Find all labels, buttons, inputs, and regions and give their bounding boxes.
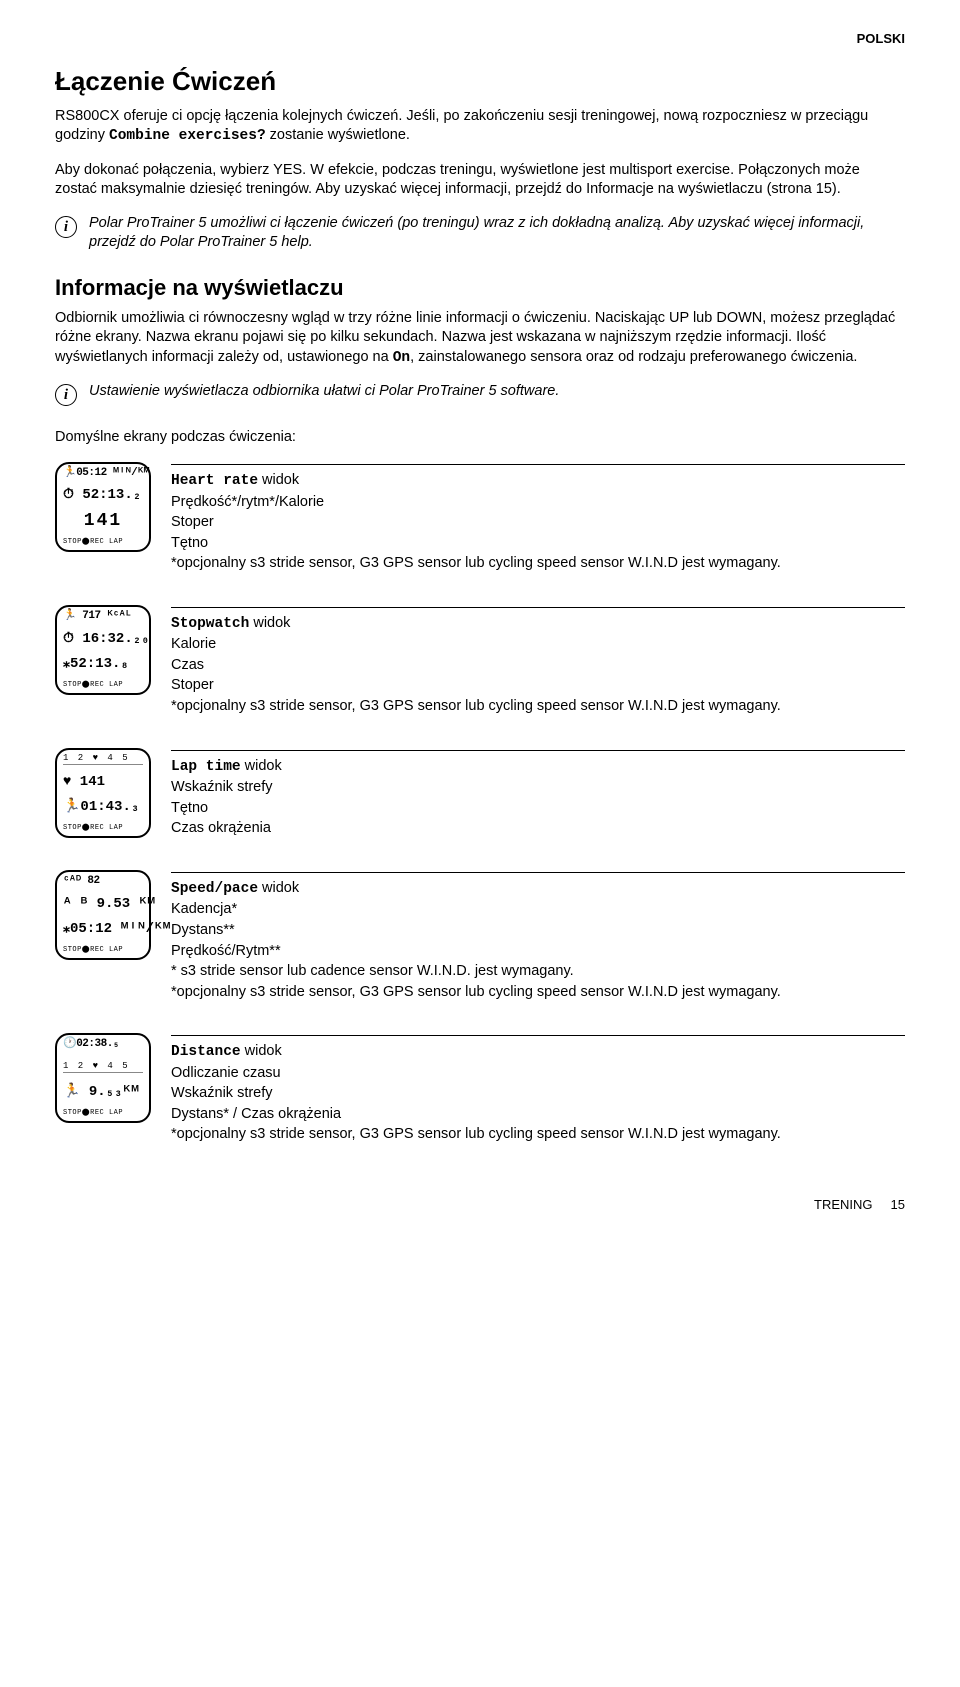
screen-title: Distance widok: [171, 1042, 905, 1063]
screen-desc-line: Dystans**: [171, 921, 905, 941]
divider: [171, 464, 905, 465]
device-screen-mock: 🏃 717 ᴷᶜᴬᴸ⏱ 16:32.₂₀⁎52:13.₈STOP⬤REC LAP: [55, 605, 151, 695]
info-text: Ustawienie wyświetlacza odbiornika ułatw…: [89, 382, 905, 402]
screen-title-tail: widok: [241, 758, 282, 774]
screen-description: Stopwatch widokKalorieCzasStoper*opcjona…: [171, 605, 905, 718]
screen-title-mono: Lap time: [171, 759, 241, 775]
screen-title: Heart rate widok: [171, 471, 905, 492]
divider: [171, 607, 905, 608]
screen-description: Heart rate widokPrędkość*/rytm*/KalorieS…: [171, 462, 905, 575]
screen-desc-line: Czas: [171, 656, 905, 676]
text: , zainstalowanego sensora oraz od rodzaj…: [410, 349, 857, 365]
text: zostanie wyświetlone.: [266, 127, 410, 143]
language-tag: POLSKI: [55, 30, 905, 48]
screen-desc-line: *opcjonalny s3 stride sensor, G3 GPS sen…: [171, 554, 905, 574]
device-screen-mock: 1 2 ♥ 4 5♥ 141🏃01:43.₃STOP⬤REC LAP: [55, 748, 151, 838]
screen-row: 🕐02:38.₅1 2 ♥ 4 5🏃 9.₅₃ᴷᴹSTOP⬤REC LAP Dis…: [55, 1033, 905, 1146]
screen-title-mono: Distance: [171, 1044, 241, 1060]
paragraph: RS800CX oferuje ci opcję łączenia kolejn…: [55, 107, 905, 147]
screen-title: Stopwatch widok: [171, 614, 905, 635]
screen-desc-line: Prędkość*/rytm*/Kalorie: [171, 493, 905, 513]
subheading: Domyślne ekrany podczas ćwiczenia:: [55, 428, 905, 448]
screen-desc-line: Prędkość/Rytm**: [171, 942, 905, 962]
info-callout: i Polar ProTrainer 5 umożliwi ci łączeni…: [55, 214, 905, 253]
screen-title-mono: Stopwatch: [171, 616, 249, 632]
screen-desc-line: *opcjonalny s3 stride sensor, G3 GPS sen…: [171, 983, 905, 1003]
screen-row: 🏃05:12 ᴹᴵᴺ/ᴷᴹ⏱ 52:13.₂141STOP⬤REC LAP Hea…: [55, 462, 905, 575]
screen-row: ᶜᴬᴰ 82ᴬ ᴮ 9.53 ᴷᴹ⁎05:12 ᴹᴵᴺ/ᴷᴹSTOP⬤REC L…: [55, 870, 905, 1003]
screen-title-mono: Speed/pace: [171, 881, 258, 897]
screen-desc-line: *opcjonalny s3 stride sensor, G3 GPS sen…: [171, 1125, 905, 1145]
info-callout: i Ustawienie wyświetlacza odbiornika uła…: [55, 382, 905, 406]
device-screen-mock: ᶜᴬᴰ 82ᴬ ᴮ 9.53 ᴷᴹ⁎05:12 ᴹᴵᴺ/ᴷᴹSTOP⬤REC L…: [55, 870, 151, 960]
screen-desc-line: Kalorie: [171, 635, 905, 655]
info-text: Polar ProTrainer 5 umożliwi ci łączenie …: [89, 214, 905, 253]
screen-desc-line: Wskaźnik strefy: [171, 1084, 905, 1104]
screen-description: Distance widokOdliczanie czasuWskaźnik s…: [171, 1033, 905, 1146]
screen-description: Lap time widokWskaźnik strefyTętnoCzas o…: [171, 748, 905, 840]
screen-desc-line: Tętno: [171, 534, 905, 554]
divider: [171, 750, 905, 751]
info-icon: i: [55, 384, 77, 406]
footer-section: TRENING: [814, 1197, 873, 1212]
inline-code: On: [393, 350, 410, 366]
divider: [171, 1035, 905, 1036]
screen-description: Speed/pace widokKadencja*Dystans**Prędko…: [171, 870, 905, 1003]
screen-title: Lap time widok: [171, 757, 905, 778]
screen-desc-line: Odliczanie czasu: [171, 1064, 905, 1084]
device-screen-mock: 🏃05:12 ᴹᴵᴺ/ᴷᴹ⏱ 52:13.₂141STOP⬤REC LAP: [55, 462, 151, 552]
screen-desc-line: Wskaźnik strefy: [171, 778, 905, 798]
screen-desc-line: Dystans* / Czas okrążenia: [171, 1105, 905, 1125]
screen-title-mono: Heart rate: [171, 473, 258, 489]
screen-desc-line: * s3 stride sensor lub cadence sensor W.…: [171, 962, 905, 982]
heading-display-info: Informacje na wyświetlaczu: [55, 273, 905, 303]
screen-title: Speed/pace widok: [171, 879, 905, 900]
screen-title-tail: widok: [258, 880, 299, 896]
screen-desc-line: Kadencja*: [171, 900, 905, 920]
paragraph: Odbiornik umożliwia ci równoczesny wgląd…: [55, 309, 905, 369]
screen-title-tail: widok: [258, 472, 299, 488]
heading-combining-exercises: Łączenie Ćwiczeń: [55, 64, 905, 99]
info-icon: i: [55, 216, 77, 238]
screen-desc-line: Tętno: [171, 799, 905, 819]
paragraph: Aby dokonać połączenia, wybierz YES. W e…: [55, 161, 905, 200]
screen-desc-line: *opcjonalny s3 stride sensor, G3 GPS sen…: [171, 697, 905, 717]
device-screen-mock: 🕐02:38.₅1 2 ♥ 4 5🏃 9.₅₃ᴷᴹSTOP⬤REC LAP: [55, 1033, 151, 1123]
screen-row: 🏃 717 ᴷᶜᴬᴸ⏱ 16:32.₂₀⁎52:13.₈STOP⬤REC LAP…: [55, 605, 905, 718]
inline-code: Combine exercises?: [109, 128, 266, 144]
screen-desc-line: Czas okrążenia: [171, 819, 905, 839]
screen-desc-line: Stoper: [171, 513, 905, 533]
screen-title-tail: widok: [249, 615, 290, 631]
screen-title-tail: widok: [241, 1043, 282, 1059]
footer-page-number: 15: [891, 1197, 905, 1212]
page-footer: TRENING 15: [55, 1196, 905, 1214]
screen-row: 1 2 ♥ 4 5♥ 141🏃01:43.₃STOP⬤REC LAP Lap ti…: [55, 748, 905, 840]
divider: [171, 872, 905, 873]
screen-desc-line: Stoper: [171, 676, 905, 696]
